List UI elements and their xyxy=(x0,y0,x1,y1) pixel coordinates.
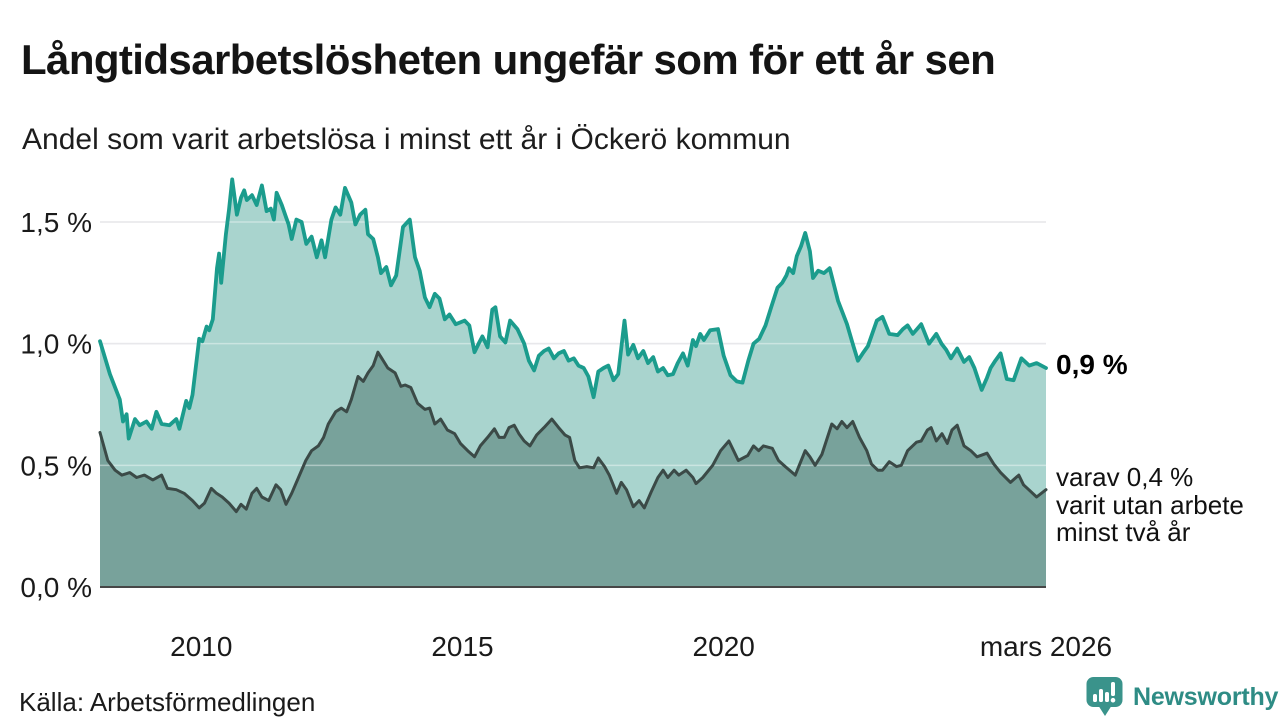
series-line-1 xyxy=(98,177,1048,441)
chart-subtitle: Andel som varit arbetslösa i minst ett å… xyxy=(22,123,791,156)
series-end-value-label: 0,9 % xyxy=(1056,349,1128,380)
chart-title: Långtidsarbetslösheten ungefär som för e… xyxy=(21,36,996,84)
x-axis-tick-label: 2020 xyxy=(693,631,755,662)
newsworthy-logo: Newsworthy xyxy=(1085,676,1278,718)
series-area-2 xyxy=(100,352,1046,587)
newsworthy-bubble-chart-icon xyxy=(1086,677,1123,716)
y-axis-tick-label: 0,5 % xyxy=(20,450,92,481)
y-axis-tick-label: 1,5 % xyxy=(20,207,92,238)
series-line-2 xyxy=(98,350,1048,514)
y-axis-tick-label: 1,0 % xyxy=(20,329,92,360)
series-end-note-label: varav 0,4 % varit utan arbete minst två … xyxy=(1056,462,1244,547)
x-axis-tick-label: 2015 xyxy=(431,631,493,662)
y-axis-tick-label: 0,0 % xyxy=(20,572,92,603)
x-axis-tick-label: mars 2026 xyxy=(980,631,1112,662)
newsworthy-wordmark: Newsworthy xyxy=(1133,682,1279,711)
source-credit: Källa: Arbetsförmedlingen xyxy=(19,687,316,717)
x-axis-tick-label: 2010 xyxy=(170,631,232,662)
